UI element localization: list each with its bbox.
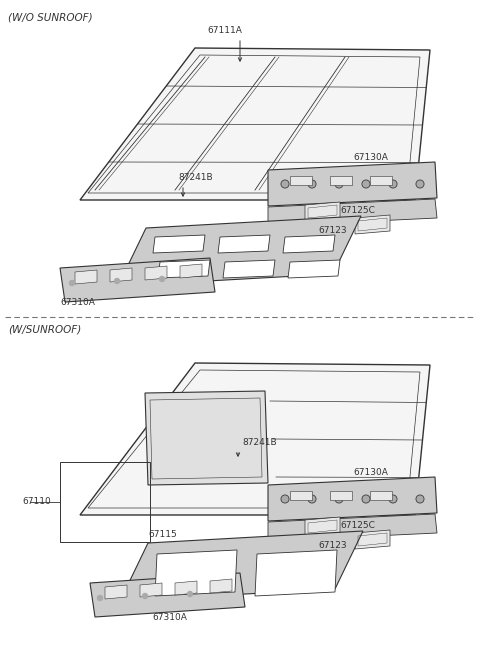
Polygon shape <box>60 258 215 302</box>
Text: 67123: 67123 <box>318 226 347 235</box>
Polygon shape <box>80 48 430 200</box>
Circle shape <box>389 180 397 188</box>
Text: 67110: 67110 <box>22 497 51 506</box>
Polygon shape <box>330 176 352 185</box>
Text: 67130A: 67130A <box>353 153 388 162</box>
Polygon shape <box>210 579 232 593</box>
Text: 87241B: 87241B <box>242 438 276 447</box>
Circle shape <box>281 495 289 503</box>
Polygon shape <box>105 585 127 599</box>
Text: 67123: 67123 <box>318 541 347 550</box>
Circle shape <box>97 596 103 600</box>
Polygon shape <box>283 235 335 253</box>
Circle shape <box>335 180 343 188</box>
Text: 67125C: 67125C <box>340 521 375 530</box>
Circle shape <box>143 594 147 598</box>
Text: 67130A: 67130A <box>353 468 388 477</box>
Polygon shape <box>118 216 361 286</box>
Polygon shape <box>140 583 162 597</box>
Polygon shape <box>180 264 202 278</box>
Circle shape <box>70 281 74 285</box>
Polygon shape <box>305 517 340 536</box>
Polygon shape <box>290 491 312 500</box>
Polygon shape <box>268 514 437 541</box>
Circle shape <box>362 180 370 188</box>
Circle shape <box>389 495 397 503</box>
Text: 87241B: 87241B <box>178 173 213 182</box>
Circle shape <box>335 495 343 503</box>
Polygon shape <box>370 491 392 500</box>
Circle shape <box>416 180 424 188</box>
Circle shape <box>362 495 370 503</box>
Circle shape <box>281 180 289 188</box>
Polygon shape <box>145 391 268 485</box>
Polygon shape <box>255 550 337 596</box>
Polygon shape <box>268 477 437 521</box>
Polygon shape <box>153 235 205 253</box>
Circle shape <box>159 276 165 281</box>
Polygon shape <box>158 260 210 278</box>
Polygon shape <box>288 260 340 278</box>
Text: 67133: 67133 <box>228 268 257 277</box>
Polygon shape <box>175 581 197 595</box>
Polygon shape <box>268 199 437 226</box>
Polygon shape <box>223 260 275 278</box>
Polygon shape <box>120 531 363 601</box>
Polygon shape <box>370 176 392 185</box>
Text: 67310A: 67310A <box>152 613 187 622</box>
Polygon shape <box>155 550 237 596</box>
Polygon shape <box>90 573 245 617</box>
Text: (W/O SUNROOF): (W/O SUNROOF) <box>8 12 93 22</box>
Polygon shape <box>355 215 390 234</box>
Polygon shape <box>355 530 390 549</box>
Circle shape <box>308 180 316 188</box>
Circle shape <box>115 279 120 283</box>
Polygon shape <box>305 202 340 221</box>
Polygon shape <box>110 268 132 282</box>
Text: 67115: 67115 <box>148 530 177 539</box>
Text: 67310A: 67310A <box>60 298 95 307</box>
Polygon shape <box>268 162 437 206</box>
Circle shape <box>416 495 424 503</box>
Text: 67111A: 67111A <box>207 26 242 35</box>
Polygon shape <box>145 266 167 280</box>
Polygon shape <box>75 270 97 284</box>
Polygon shape <box>290 176 312 185</box>
Polygon shape <box>330 491 352 500</box>
Polygon shape <box>80 363 430 515</box>
Polygon shape <box>218 235 270 253</box>
Text: (W/SUNROOF): (W/SUNROOF) <box>8 325 81 335</box>
Text: 67125C: 67125C <box>340 206 375 215</box>
Circle shape <box>188 592 192 596</box>
Circle shape <box>308 495 316 503</box>
